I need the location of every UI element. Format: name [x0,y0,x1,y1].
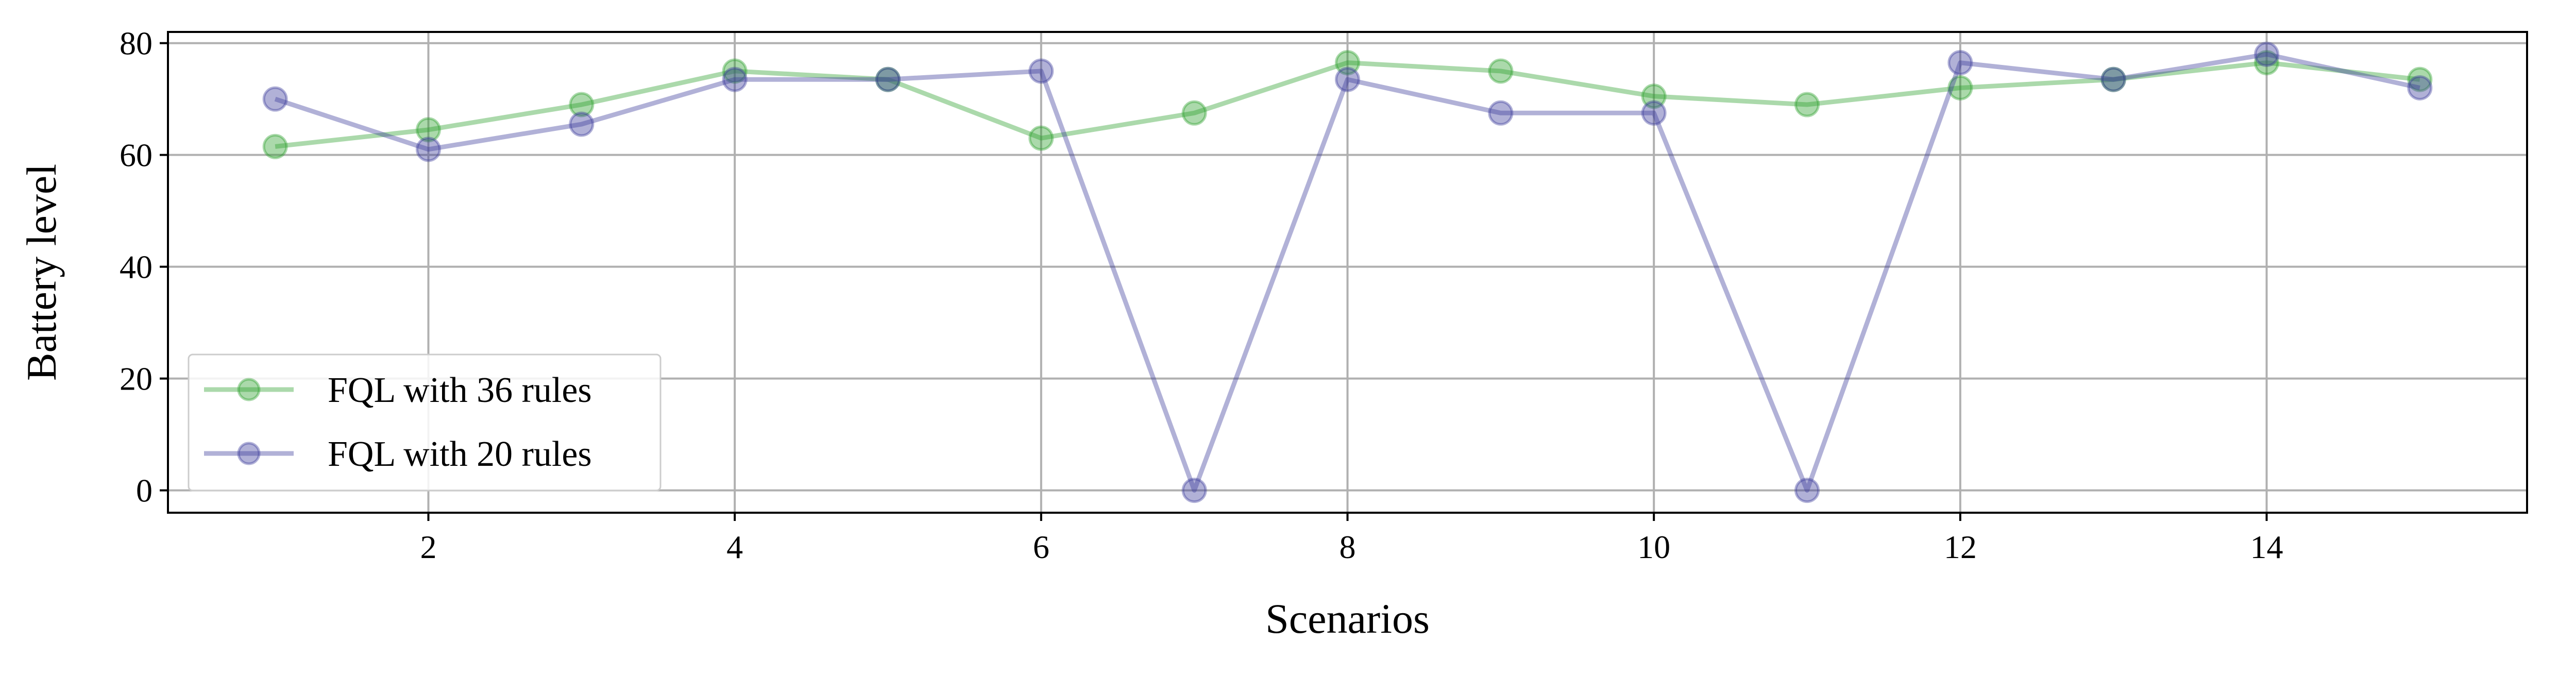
data-point-series-1 [2254,41,2280,67]
data-point-series-1 [415,137,441,162]
legend-marker-fql-36 [237,378,261,401]
y-tick-label: 20 [120,361,152,397]
grid-layer [168,32,2527,513]
legend-marker-fql-20 [237,442,261,465]
legend-box [188,353,662,492]
data-point-series-0 [1488,58,1514,84]
data-point-series-1 [875,66,901,92]
data-point-series-0 [1947,75,1973,100]
x-tick-label: 2 [420,529,436,565]
data-point-series-0 [1794,92,1820,117]
data-point-series-0 [1028,125,1054,151]
data-point-series-0 [262,133,288,159]
y-tick-label: 60 [120,137,152,174]
data-point-series-0 [1181,100,1207,126]
x-tick-label: 8 [1340,529,1356,565]
data-point-series-1 [722,66,748,92]
data-point-series-1 [1794,478,1820,503]
series-line-0 [275,60,2420,149]
legend-label-fql-20: FQL with 20 rules [328,434,592,474]
x-tick-label: 12 [1944,529,1977,565]
y-tick-label: 40 [120,249,152,285]
data-point-series-1 [1335,66,1360,92]
data-point-series-0 [1335,50,1360,76]
x-tick-label: 6 [1033,529,1049,565]
y-tick-label: 0 [136,473,152,509]
data-point-series-1 [569,111,595,137]
data-point-series-1 [1028,58,1054,84]
data-point-series-0 [1641,83,1667,109]
data-point-series-0 [722,58,748,84]
data-point-series-1 [1641,100,1667,126]
x-axis-label: Scenarios [1265,595,1430,642]
data-point-series-1 [2407,75,2433,100]
series-layer [262,41,2433,503]
legend-label-fql-36: FQL with 36 rules [328,370,592,410]
data-point-series-1 [262,86,288,112]
data-point-series-0 [2100,66,2126,92]
y-tick-label: 80 [120,25,152,62]
data-point-series-1 [1947,50,1973,76]
data-point-series-0 [2407,66,2433,92]
ticks-layer: 2 4 6 8 10 12 14 0 20 40 60 80 [120,25,2283,565]
data-point-series-0 [2254,50,2280,76]
x-tick-label: 4 [726,529,743,565]
data-point-series-1 [1488,100,1514,126]
legend: FQL with 36 rules FQL with 20 rules [188,353,662,492]
x-tick-label: 10 [1637,529,1670,565]
data-point-series-1 [2100,66,2126,92]
series-line-1 [274,52,2420,493]
data-point-series-1 [1181,478,1207,503]
data-point-series-0 [415,117,441,143]
x-tick-label: 14 [2250,529,2283,565]
data-point-series-0 [875,66,901,92]
y-axis-label: Battery level [18,164,65,381]
data-point-series-0 [569,92,595,117]
